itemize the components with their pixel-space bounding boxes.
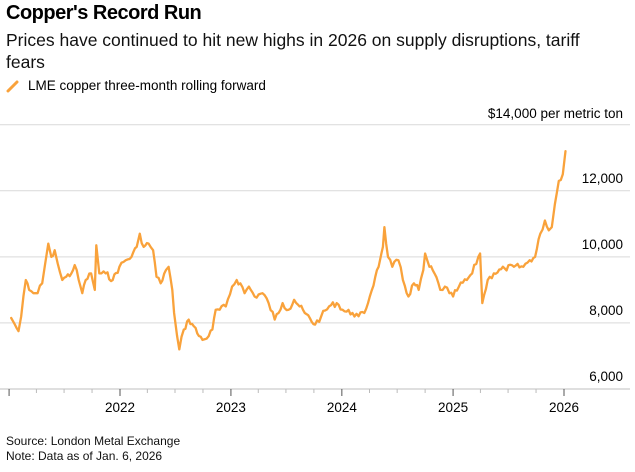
x-tick-label-2022: 2022 [105,400,135,415]
chart-subtitle: Prices have continued to hit new highs i… [6,30,580,72]
y-unit-label: $14,000 per metric ton [487,106,623,121]
data-note: Note: Data as of Jan. 6, 2026 [6,449,163,463]
y-tick-label: 10,000 [582,237,623,252]
y-tick-label: 6,000 [589,369,623,384]
footer: Source: London Metal Exchange Note: Data… [6,434,180,464]
x-tick-label-2025: 2025 [438,400,468,415]
series-line-lme-copper [10,149,567,351]
legend: LME copper three-month rolling forward [6,78,266,93]
legend-line-icon [6,80,19,92]
y-tick-label: 12,000 [582,171,623,186]
source-note: Source: London Metal Exchange [6,434,181,448]
x-tick-label-2024: 2024 [327,400,358,415]
x-tick-label-2023: 2023 [216,400,246,415]
chart-title: Copper's Record Run [6,2,202,24]
y-tick-label: 8,000 [589,303,623,318]
x-tick-label-2026: 2026 [549,400,579,415]
legend-label: LME copper three-month rolling forward [28,78,266,93]
